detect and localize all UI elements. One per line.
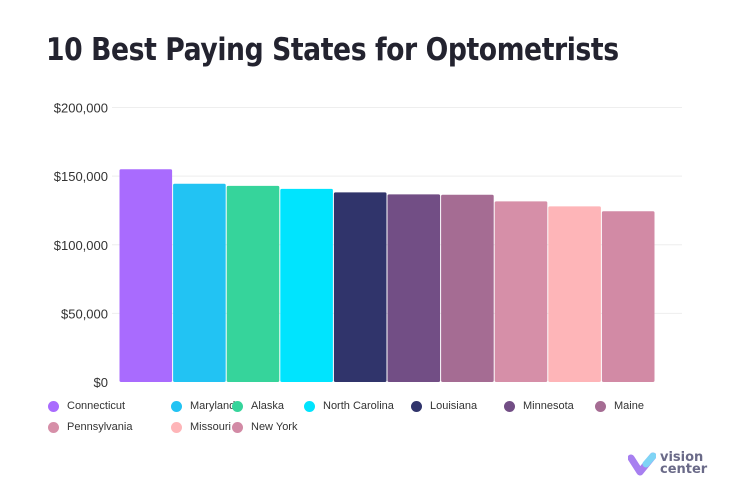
bar-new-york xyxy=(601,211,655,382)
legend-item: Maryland xyxy=(171,400,235,412)
bar-connecticut xyxy=(119,169,173,382)
y-tick-label: $0 xyxy=(94,375,108,390)
legend-swatch xyxy=(48,421,59,433)
legend-label: Pennsylvania xyxy=(67,421,133,433)
legend-label: Missouri xyxy=(190,421,231,433)
bar-minnesota xyxy=(387,194,441,382)
legend-item: Alaska xyxy=(232,400,284,412)
y-tick-label: $100,000 xyxy=(54,238,108,253)
legend-swatch xyxy=(48,400,59,412)
legend-swatch xyxy=(304,400,315,412)
y-tick-label: $200,000 xyxy=(54,101,108,116)
legend-label: North Carolina xyxy=(323,400,394,412)
bar-alaska xyxy=(226,185,280,382)
bar-maine xyxy=(441,194,494,382)
legend-item: Maine xyxy=(595,400,644,412)
y-tick-label: $150,000 xyxy=(54,169,108,184)
logo-text-2: center xyxy=(660,462,708,477)
legend-swatch xyxy=(171,400,182,412)
legend-item: Pennsylvania xyxy=(48,421,132,433)
plot-area: $0 $50,000 $100,000 $150,000 $200,000 xyxy=(54,101,682,390)
legend-item: Louisiana xyxy=(411,400,477,412)
bar-louisiana xyxy=(333,192,387,382)
y-tick-label: $50,000 xyxy=(61,306,108,321)
legend-swatch xyxy=(595,400,606,412)
legend-swatch xyxy=(232,400,243,412)
legend-label: Alaska xyxy=(251,400,285,412)
legend-swatch xyxy=(171,421,182,433)
bar-north-carolina xyxy=(280,188,333,382)
legend-label: Louisiana xyxy=(430,400,478,412)
legend-label: Connecticut xyxy=(67,400,126,412)
legend-label: Maine xyxy=(614,400,644,412)
legend-label: Minnesota xyxy=(523,400,574,412)
legend-label: Maryland xyxy=(190,400,236,412)
logo-v-icon xyxy=(628,452,656,476)
legend-swatch xyxy=(411,400,422,412)
chart-title: 10 Best Paying States for Optometrists xyxy=(46,32,619,68)
legend-item: New York xyxy=(232,421,297,433)
legend-swatch xyxy=(504,400,515,412)
logo-text-1: vision xyxy=(660,450,704,465)
legend-swatch xyxy=(232,421,243,433)
legend-item: Minnesota xyxy=(504,400,574,412)
vision-center-logo: vision center xyxy=(628,450,708,477)
bar-maryland xyxy=(173,183,226,382)
bar-missouri xyxy=(548,206,601,382)
legend-label: New York xyxy=(251,421,298,433)
bar-pennsylvania xyxy=(494,201,548,382)
legend-item: Missouri xyxy=(171,421,231,433)
legend-item: Connecticut xyxy=(48,400,125,412)
legend-item: North Carolina xyxy=(304,400,394,412)
